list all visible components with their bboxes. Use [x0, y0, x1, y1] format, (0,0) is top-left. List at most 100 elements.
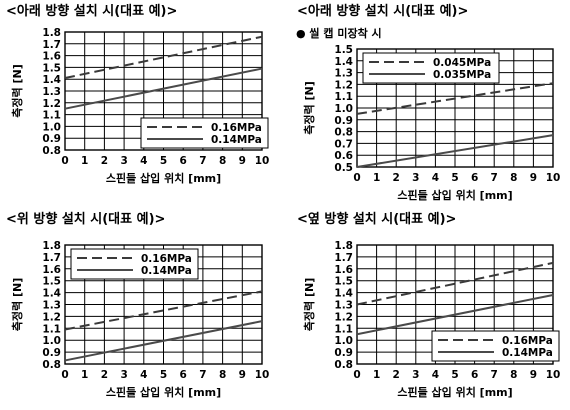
x-axis-label: 스핀들 삽입 위치 [mm]: [106, 171, 221, 185]
x-tick-label: 10: [255, 369, 270, 381]
x-axis-label: 스핀들 삽입 위치 [mm]: [106, 385, 221, 399]
y-tick-label: 0.8: [42, 359, 61, 371]
y-tick-label: 1.1: [334, 323, 353, 335]
y-tick-label: 1.0: [42, 121, 61, 133]
y-tick-label: 1.7: [334, 252, 353, 264]
x-tick-label: 4: [140, 369, 147, 381]
y-tick-label: 0.8: [334, 359, 353, 371]
legend-label: 0.16MPa: [211, 122, 262, 134]
x-axis-label: 스핀들 삽입 위치 [mm]: [397, 385, 512, 399]
x-tick-label: 0: [61, 155, 68, 167]
y-tick-label: 0.8: [334, 127, 353, 139]
y-tick-label: 1.5: [42, 62, 61, 74]
legend-box: [431, 330, 560, 362]
y-tick-label: 1.0: [334, 335, 353, 347]
y-tick-label: 0.8: [42, 145, 61, 157]
x-tick-label: 8: [510, 369, 517, 381]
legend-label: 0.14MPa: [141, 265, 192, 277]
x-tick-label: 10: [546, 172, 561, 184]
x-tick-label: 3: [120, 369, 127, 381]
y-tick-label: 1.6: [334, 264, 353, 276]
x-tick-label: 2: [393, 369, 400, 381]
x-tick-label: 2: [101, 369, 108, 381]
y-tick-label: 1.2: [334, 311, 353, 323]
y-tick-label: 1.2: [42, 98, 61, 110]
x-tick-label: 9: [530, 172, 537, 184]
y-tick-label: 0.6: [334, 150, 353, 162]
x-tick-label: 8: [510, 172, 517, 184]
y-tick-label: 1.6: [42, 51, 61, 63]
x-tick-label: 9: [239, 155, 246, 167]
y-tick-label: 1.8: [42, 240, 61, 252]
legend-box: [140, 117, 269, 149]
y-tick-label: 1.5: [334, 276, 353, 288]
plot-frame: [64, 31, 263, 151]
y-tick-label: 1.2: [42, 311, 61, 323]
y-tick-label: 1.4: [42, 74, 61, 86]
x-tick-label: 2: [101, 155, 108, 167]
y-tick-label: 1.5: [42, 276, 61, 288]
chart-title: <위 방향 설치 시(대표 예)>: [6, 211, 165, 227]
x-tick-label: 6: [180, 369, 187, 381]
x-tick-label: 9: [530, 369, 537, 381]
y-tick-label: 1.3: [334, 300, 353, 312]
chart-panel-3: <위 방향 설치 시(대표 예)>0 1 2 3 4 5 6 7 8 9 100.80.91.01.…: [6, 211, 269, 399]
x-tick-label: 6: [180, 155, 187, 167]
legend-box: [70, 248, 199, 280]
x-tick-label: 3: [120, 155, 127, 167]
chart-panel-4: <옆 방향 설치 시(대표 예)>0 1 2 3 4 5 6 7 8 9 100.80.91.01.…: [297, 211, 560, 399]
x-tick-label: 10: [546, 369, 561, 381]
x-tick-label: 7: [491, 172, 498, 184]
y-tick-label: 1.0: [42, 335, 61, 347]
x-tick-label: 8: [219, 155, 226, 167]
y-tick-label: 0.5: [334, 162, 353, 174]
series-line-dashed: [64, 35, 263, 79]
legend-label: 0.16MPa: [502, 335, 553, 347]
chart-panel-1: <아래 방향 설치 시(대표 예)>0 1 2 3 4 5 6 7 8 9 100.80.91.01…: [6, 3, 269, 185]
y-tick-label: 1.3: [42, 86, 61, 98]
y-tick-label: 1.2: [334, 79, 353, 91]
y-axis-label: 측정력 [N]: [302, 278, 316, 331]
y-tick-label: 1.1: [334, 91, 353, 103]
y-tick-label: 1.4: [334, 288, 353, 300]
series-line-solid: [64, 67, 263, 110]
y-tick-label: 1.0: [334, 103, 353, 115]
series-line-solid: [64, 320, 263, 362]
y-tick-label: 1.1: [42, 110, 61, 122]
legend-label: 0.16MPa: [141, 253, 192, 265]
y-tick-label: 1.3: [334, 68, 353, 80]
x-tick-label: 6: [471, 369, 478, 381]
chart-panel-2: <아래 방향 설치 시(대표 예)>● 씰 캡 미장착 시0 1 2 3 4 5 6 7 8 9 1…: [296, 3, 560, 202]
y-tick-label: 1.4: [42, 288, 61, 300]
x-tick-label: 8: [219, 369, 226, 381]
series-line-dashed: [356, 82, 554, 115]
x-tick-label: 9: [239, 369, 246, 381]
x-tick-label: 10: [255, 155, 270, 167]
y-tick-label: 1.1: [42, 323, 61, 335]
chart-title: <아래 방향 설치 시(대표 예)>: [6, 3, 177, 19]
x-tick-label: 0: [353, 172, 360, 184]
x-axis-label: 스핀들 삽입 위치 [mm]: [397, 188, 512, 202]
y-tick-label: 0.7: [334, 138, 353, 150]
chart-title: <아래 방향 설치 시(대표 예)>: [297, 3, 468, 19]
x-tick-label: 0: [61, 369, 68, 381]
x-tick-label: 5: [160, 369, 167, 381]
y-tick-label: 1.4: [334, 56, 353, 68]
y-axis-label: 측정력 [N]: [10, 278, 24, 331]
x-tick-label: 2: [393, 172, 400, 184]
x-tick-label: 1: [81, 369, 88, 381]
legend-label: 0.035MPa: [433, 69, 491, 81]
x-tick-label: 4: [432, 172, 439, 184]
y-tick-label: 1.6: [42, 264, 61, 276]
series-line-solid: [356, 134, 554, 168]
legend-box: [362, 52, 500, 84]
legend-label: 0.14MPa: [211, 134, 262, 146]
x-tick-label: 5: [451, 172, 458, 184]
y-tick-label: 0.9: [42, 347, 61, 359]
x-tick-label: 7: [491, 369, 498, 381]
x-tick-label: 4: [432, 369, 439, 381]
x-tick-label: 5: [160, 155, 167, 167]
y-axis-label: 측정력 [N]: [10, 64, 24, 117]
series-line-dashed: [356, 261, 554, 306]
x-tick-label: 3: [412, 172, 419, 184]
